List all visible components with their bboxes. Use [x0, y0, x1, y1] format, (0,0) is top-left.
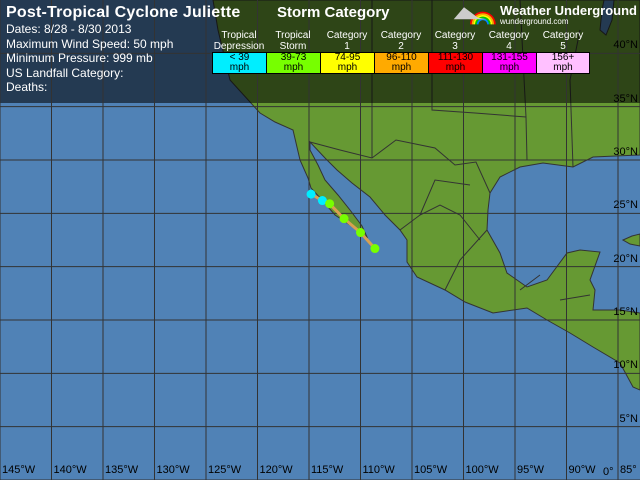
header-overlay	[0, 0, 640, 103]
storm-title: Post-Tropical Cyclone Juliette	[6, 4, 241, 21]
longitude-label: 95°W	[517, 464, 545, 476]
latitude-label: 10°N	[613, 359, 638, 372]
longitude-label: 125°W	[208, 464, 242, 476]
storm-category-legend: Tropical Depression < 39 mph Tropical Storm 39…	[212, 30, 590, 74]
legend-category-label: Tropical Depression	[213, 30, 265, 52]
latitude-label: 5°N	[619, 412, 638, 425]
legend-category: Category 1 74-95 mph	[320, 30, 374, 74]
legend-swatch: 96-110 mph	[374, 52, 428, 74]
longitude-label: 90°W	[568, 464, 596, 476]
storm-position-icon	[356, 228, 365, 238]
latitude-label: 30°N	[613, 145, 638, 158]
storm-position-icon	[306, 189, 316, 199]
latitude-label: 0°	[603, 466, 614, 478]
cloud-rainbow-icon	[453, 7, 496, 25]
legend-swatch: 74-95 mph	[320, 52, 374, 74]
storm-info: Post-Tropical Cyclone Juliette Dates: 8/…	[6, 4, 241, 95]
latitude-label: 15°N	[613, 305, 638, 318]
legend-category-label: Tropical Storm	[275, 30, 311, 52]
longitude-label: 145°W	[2, 464, 36, 476]
longitude-label: 120°W	[259, 464, 293, 476]
storm-min-pressure: Minimum Pressure: 999 mb	[6, 51, 153, 65]
longitude-label: 115°W	[311, 464, 344, 476]
latitude-label: 20°N	[613, 252, 638, 265]
legend-category: Category 5 156+ mph	[536, 30, 590, 74]
land-cuba	[621, 233, 640, 247]
legend-category-label: Category 4	[488, 30, 530, 52]
legend-category-label: Category 2	[380, 30, 422, 52]
legend-category: Category 2 96-110 mph	[374, 30, 428, 74]
legend-category-label: Category 5	[542, 30, 584, 52]
latitude-label: 35°N	[613, 92, 638, 105]
latitude-label: 25°N	[613, 199, 638, 212]
storm-position-icon	[325, 199, 335, 209]
longitude-label: 105°W	[414, 464, 448, 476]
latitude-label: 40°N	[613, 39, 638, 52]
storm-max-wind: Maximum Wind Speed: 50 mph	[6, 36, 174, 51]
longitude-label: 140°W	[53, 464, 87, 476]
logo-url: wunderground.com	[500, 17, 569, 26]
longitude-label: 110°W	[362, 464, 395, 476]
legend-swatch: 111-130 mph	[428, 52, 482, 74]
legend-title: Storm Category	[277, 4, 390, 21]
legend-category-label: Category 3	[434, 30, 476, 52]
legend-swatch: 131-155 mph	[482, 52, 536, 74]
legend-swatch: 156+ mph	[536, 52, 590, 74]
legend-category-label: Category 1	[326, 30, 368, 52]
storm-position-icon	[317, 196, 327, 206]
legend-category: Category 3 111-130 mph	[428, 30, 482, 74]
longitude-label: 85°	[620, 464, 637, 476]
longitude-label: 135°W	[105, 464, 139, 476]
storm-deaths: Deaths:	[6, 80, 48, 94]
legend-category: Tropical Storm 39-73 mph	[266, 30, 320, 74]
logo-name: Weather Underground	[500, 3, 637, 18]
storm-us-landfall: US Landfall Category:	[6, 65, 124, 80]
legend-category: Tropical Depression < 39 mph	[212, 30, 266, 74]
storm-position-icon	[370, 244, 380, 254]
legend-swatch: 39-73 mph	[266, 52, 320, 74]
longitude-label: 130°W	[156, 464, 190, 476]
legend-swatch: < 39 mph	[212, 52, 266, 74]
storm-track	[306, 189, 380, 254]
weather-underground-logo: Weather Underground wunderground.com	[452, 2, 637, 28]
storm-dates: Dates: 8/28 - 8/30 2013	[6, 22, 132, 36]
legend-category: Category 4 131-155 mph	[482, 30, 536, 74]
longitude-label: 100°W	[465, 464, 499, 476]
storm-position-icon	[339, 214, 349, 224]
